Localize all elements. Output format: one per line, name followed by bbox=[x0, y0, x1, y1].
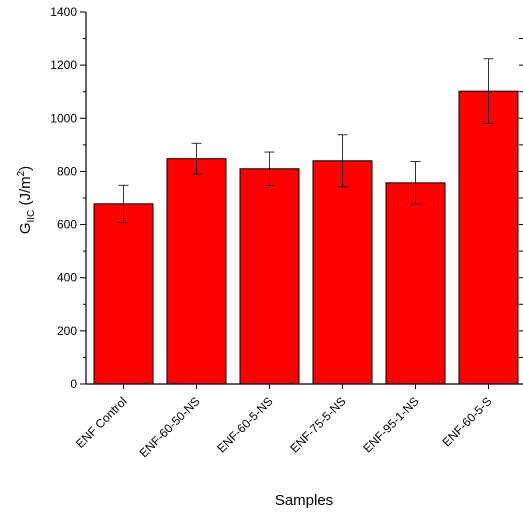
y-tick-label: 1200 bbox=[50, 58, 77, 72]
bar bbox=[312, 160, 373, 385]
x-tick-label: ENF-60-50-NS bbox=[137, 394, 203, 460]
y-axis-title-sup: 2 bbox=[16, 170, 27, 176]
right-axis-ticks bbox=[519, 38, 523, 385]
x-tick-label: ENF Control bbox=[73, 394, 130, 451]
bar bbox=[239, 168, 300, 385]
bar bbox=[385, 182, 446, 385]
y-tick-label: 600 bbox=[57, 218, 77, 232]
bar bbox=[93, 203, 154, 385]
y-axis-title-unit: (J/m bbox=[17, 176, 34, 209]
y-tick-label: 200 bbox=[57, 324, 77, 338]
y-tick-label: 1400 bbox=[50, 5, 77, 19]
x-tick-label: ENF-75-5-NS bbox=[287, 394, 348, 455]
y-axis-title-close: ) bbox=[17, 166, 34, 171]
y-tick-label: 0 bbox=[70, 377, 77, 391]
bar bbox=[166, 158, 227, 385]
x-ticks bbox=[123, 384, 489, 389]
y-axis-title-sub: IIC bbox=[26, 210, 37, 223]
error-bars bbox=[118, 58, 494, 223]
bars bbox=[93, 90, 519, 385]
y-tick-label: 400 bbox=[57, 271, 77, 285]
y-tick-label: 800 bbox=[57, 164, 77, 178]
y-tick-labels: 0 200 400 600 800 1000 1200 1400 bbox=[50, 5, 77, 391]
x-tick-label: ENF-95-1-NS bbox=[360, 394, 421, 455]
y-axis-title-main: G bbox=[17, 223, 34, 235]
x-axis-title: Samples bbox=[275, 492, 333, 509]
x-tick-label: ENF-60-5-S bbox=[439, 394, 494, 449]
y-ticks bbox=[80, 11, 86, 385]
y-tick-label: 1000 bbox=[50, 111, 77, 125]
y-axis-title: GIIC (J/m2) bbox=[16, 166, 37, 234]
bar bbox=[458, 90, 519, 385]
x-tick-labels: ENF Control ENF-60-50-NS ENF-60-5-NS ENF-75… bbox=[73, 394, 495, 460]
x-tick-label: ENF-60-5-NS bbox=[214, 394, 275, 455]
